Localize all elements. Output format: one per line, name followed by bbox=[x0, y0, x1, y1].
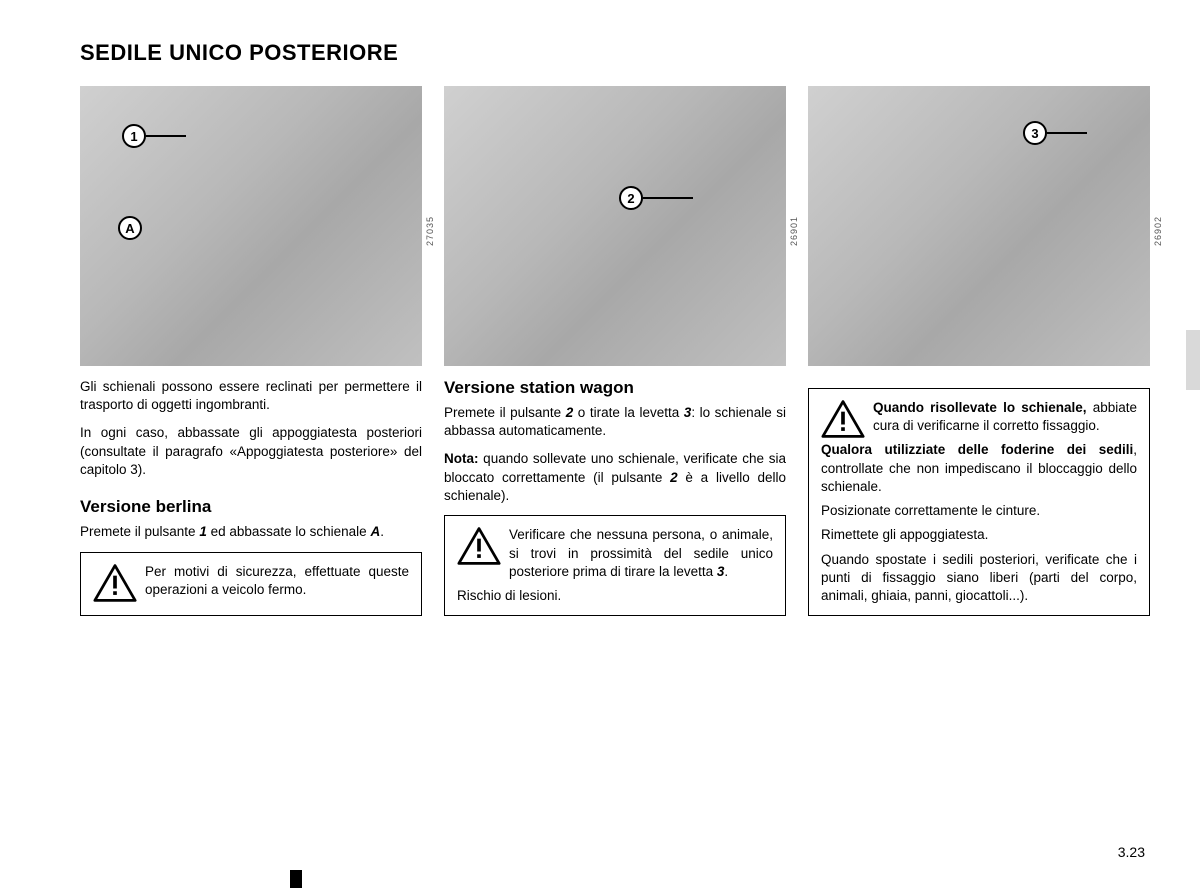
callout-A: A bbox=[118, 216, 142, 240]
warning-right: Quando risollevate lo schienale, abbiate… bbox=[808, 388, 1150, 616]
photo-center: 26901 2 bbox=[444, 86, 786, 366]
left-para-2: In ogni caso, abbassate gli appoggiatest… bbox=[80, 424, 422, 479]
photo-code-center: 26901 bbox=[789, 216, 799, 246]
column-right: 26902 3 Quando risollevate lo schienale,… bbox=[808, 86, 1150, 616]
column-left: 27035 1 A Gli schienali possono essere r… bbox=[80, 86, 422, 616]
page-number: 3.23 bbox=[1118, 844, 1145, 860]
content-columns: 27035 1 A Gli schienali possono essere r… bbox=[80, 86, 1150, 616]
callout-2: 2 bbox=[619, 186, 693, 210]
page-title: SEDILE UNICO POSTERIORE bbox=[80, 40, 1150, 66]
center-para-2: Nota: quando sollevate uno schienale, ve… bbox=[444, 450, 786, 505]
photo-code-left: 27035 bbox=[425, 216, 435, 246]
left-para-1: Gli schienali possono essere reclinati p… bbox=[80, 378, 422, 414]
side-tab bbox=[1186, 330, 1200, 390]
photo-left: 27035 1 A bbox=[80, 86, 422, 366]
warning-center: Verificare che nessuna persona, o animal… bbox=[444, 515, 786, 616]
center-para-1: Premete il pulsante 2 o tirate la levett… bbox=[444, 404, 786, 440]
column-center: 26901 2 Versione station wagon Premete i… bbox=[444, 86, 786, 616]
photo-right: 26902 3 bbox=[808, 86, 1150, 366]
callout-3: 3 bbox=[1023, 121, 1087, 145]
photo-code-right: 26902 bbox=[1153, 216, 1163, 246]
warning-left: Per motivi di sicurezza, effettuate ques… bbox=[80, 552, 422, 616]
left-heading-text: Premete il pulsante 1 ed abbassate lo sc… bbox=[80, 523, 422, 541]
warning-icon bbox=[457, 526, 501, 566]
callout-1: 1 bbox=[122, 124, 186, 148]
heading-berlina: Versione berlina bbox=[80, 497, 422, 517]
heading-wagon: Versione station wagon bbox=[444, 378, 786, 398]
footer-mark bbox=[290, 870, 302, 888]
warning-icon bbox=[821, 399, 865, 439]
warning-icon bbox=[93, 563, 137, 603]
